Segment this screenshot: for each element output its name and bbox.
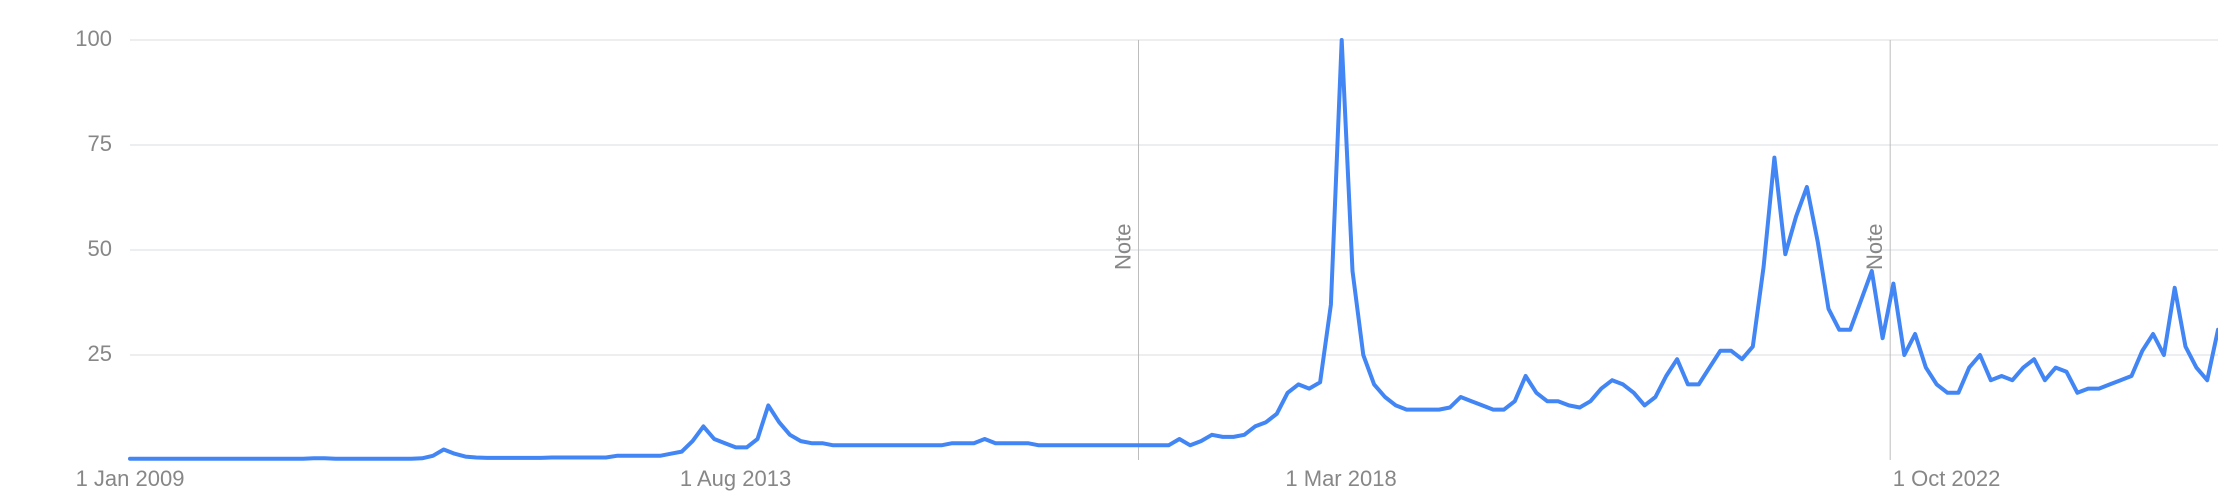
x-tick-label: 1 Jan 2009 xyxy=(76,466,185,491)
x-tick-label: 1 Oct 2022 xyxy=(1893,466,2001,491)
chart-svg: 25 50 75 100 Note Note 1 Jan 2009 1 Aug 2013 1 M… xyxy=(0,0,2218,500)
note-label: Note xyxy=(1111,224,1136,270)
y-tick-label: 50 xyxy=(88,236,112,261)
x-tick-label: 1 Aug 2013 xyxy=(680,466,791,491)
x-tick-label: 1 Mar 2018 xyxy=(1285,466,1396,491)
note-label: Note xyxy=(1862,224,1887,270)
y-tick-label: 75 xyxy=(88,131,112,156)
y-tick-label: 100 xyxy=(75,26,112,51)
y-tick-label: 25 xyxy=(88,341,112,366)
trend-line xyxy=(130,40,2218,459)
trends-line-chart: 25 50 75 100 Note Note 1 Jan 2009 1 Aug 2013 1 M… xyxy=(0,0,2218,500)
